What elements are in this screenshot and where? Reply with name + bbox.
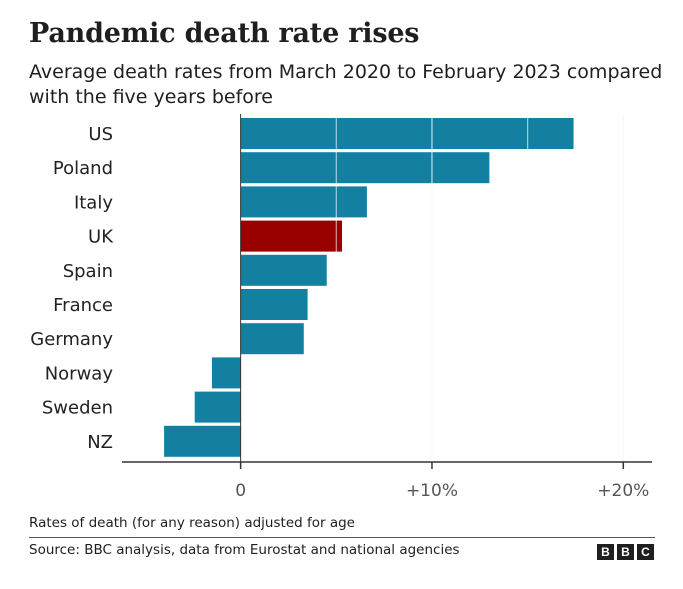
bar-poland [240,152,490,184]
category-label: Sweden [42,398,113,419]
x-axis: 0 +10% +20% [122,114,652,501]
bar-us [240,118,574,149]
bar-norway [211,357,241,389]
category-label: Norway [45,363,114,384]
bar-france [240,289,308,320]
bbc-logo-letter: B [617,544,634,560]
bbc-logo-letter: B [597,544,614,560]
x-tick-label: 0 [235,481,246,501]
source-note: Source: BBC analysis, data from Eurostat… [29,542,460,558]
category-label: US [88,124,113,145]
chart-title: Pandemic death rate rises [29,18,420,49]
category-label: Spain [63,261,113,282]
bar-italy [240,186,367,218]
bar-nz [164,425,241,457]
category-label: NZ [87,432,113,453]
bar-sweden [194,391,241,423]
category-labels: US Poland Italy UK Spain France Germany Norway S… [30,124,114,453]
footnote: Rates of death (for any reason) adjusted… [29,515,355,531]
chart-subtitle: Average death rates from March 2020 to F… [29,61,663,108]
bbc-logo: B B C [597,544,654,560]
category-label: Poland [53,158,113,179]
category-label: France [53,295,113,316]
bar-chart: US Poland Italy UK Spain France Germany Norway S… [30,114,652,501]
bars [164,118,574,457]
category-label: Italy [74,192,113,213]
bbc-logo-letter: C [637,544,654,560]
x-tick-label: +10% [406,481,458,501]
bar-uk [240,220,343,252]
footer-divider [29,537,655,538]
x-tick-label: +20% [597,481,649,501]
bar-spain [240,254,327,286]
category-label: UK [88,227,114,248]
category-label: Germany [30,329,113,350]
bar-germany [240,323,304,355]
